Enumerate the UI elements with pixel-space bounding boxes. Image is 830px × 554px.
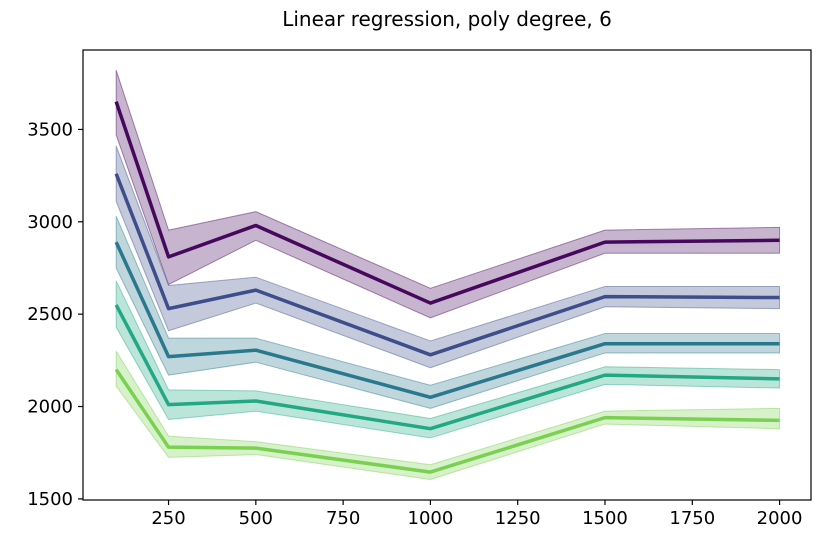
x-tick-label: 1000 [408, 508, 454, 529]
axes-spines [82, 49, 812, 501]
x-tick-label: 1250 [495, 508, 541, 529]
line-4 [114, 304, 780, 431]
y-tick-label: 2000 [27, 397, 73, 418]
line-5 [114, 368, 780, 474]
x-tick-label: 1500 [582, 508, 628, 529]
x-tick-label: 1750 [669, 508, 715, 529]
y-tick-label: 1500 [27, 489, 73, 510]
line-3 [114, 241, 780, 400]
x-tick-label: 2000 [757, 508, 803, 529]
x-tick-label: 250 [151, 508, 185, 529]
x-tick-label: 750 [326, 508, 360, 529]
line-5-band [115, 350, 781, 480]
line-4-band [115, 280, 781, 439]
line-2 [114, 173, 780, 357]
y-tick-label: 3500 [27, 119, 73, 140]
line-3-band [115, 215, 781, 409]
line-1 [114, 101, 780, 305]
y-tick-label: 3000 [27, 212, 73, 233]
x-tick-label: 500 [239, 508, 273, 529]
chart-title: Linear regression, poly degree, 6 [282, 7, 612, 31]
line-1-band [115, 69, 781, 319]
line-2-band [115, 145, 781, 369]
y-tick-label: 2500 [27, 304, 73, 325]
